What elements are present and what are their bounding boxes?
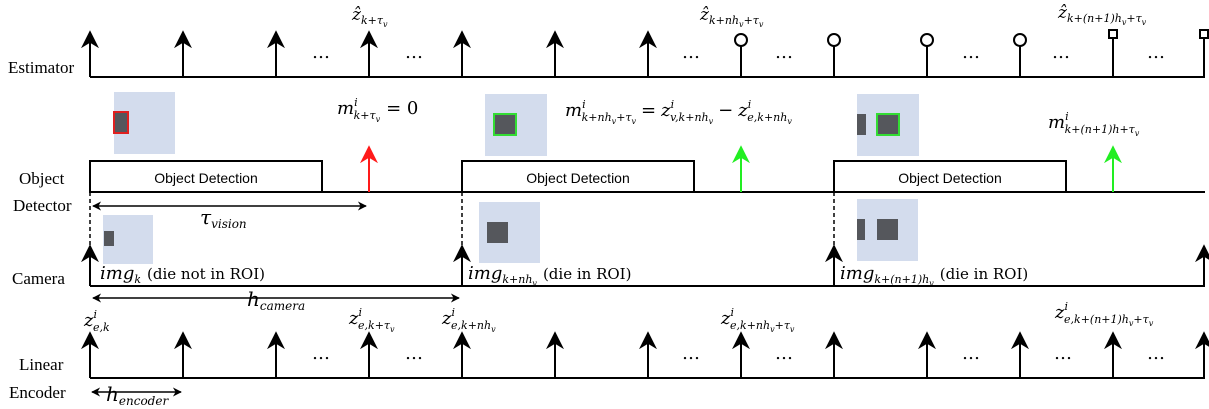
encoder-label-z-e-k: zi e,k (83, 308, 110, 334)
estimator-circle-marker (1013, 33, 1027, 47)
encoder-label-z-e-k-nh: zi e,k+nhv (441, 306, 496, 334)
ellipsis: … (682, 343, 701, 364)
object-detection-label: Object Detection (526, 170, 630, 186)
estimator-timeline: … … … … … … … (81, 29, 1209, 78)
ellipsis: … (1147, 42, 1166, 63)
object-detection-label: Object Detection (898, 170, 1002, 186)
estimator-circle-marker (920, 33, 934, 47)
camera-label-img-k: imgk (die not in ROI) (100, 263, 265, 286)
estimator-label-z-k-n1h-tau: ẑk+(n+1)hv+τv (1057, 3, 1147, 27)
ellipsis: … (962, 343, 981, 364)
die-marker (876, 113, 900, 136)
camera-label-img-k-nh: imgk+nhv(die in ROI) (468, 263, 631, 288)
estimator-label-z-k-nh-tau: ẑk+nhv+τv (699, 5, 764, 29)
encoder-label-z-e-k-n1h-tau: zi e,k+(n+1)hv+τv (1054, 300, 1154, 328)
ellipsis: … (775, 343, 794, 364)
row-label-detector: Detector (13, 196, 72, 215)
ellipsis: … (682, 42, 701, 63)
measurement-label-m-k-tau: mi k+τv= 0 (337, 96, 418, 124)
ellipsis: … (405, 42, 424, 63)
estimator-circle-marker (734, 33, 748, 47)
detector-timeline: Object Detection Object Detection Object… (89, 145, 1205, 193)
ellipsis: … (312, 343, 331, 364)
encoder-label-z-e-k-nh-tau: zi e,k+nhv+τv (720, 306, 795, 334)
row-label-object: Object (19, 169, 65, 188)
encoder-label-z-e-k-tau: zi e,k+τv (348, 306, 395, 334)
measurement-label-m-k-n1h-tau: mi k+(n+1)h+τv (1048, 110, 1140, 138)
ellipsis: … (775, 42, 794, 63)
ellipsis: … (1052, 42, 1071, 63)
die-marker (877, 219, 898, 240)
h-encoder-label: hencoder (106, 382, 169, 408)
estimator-circle-marker (827, 33, 841, 47)
estimator-square-marker (1199, 29, 1209, 39)
object-detection-box (833, 160, 1067, 193)
measurement-label-m-k-nh-tau: mi k+nhv+τv= zi v,k+nhv− zi e,k+nhv (565, 98, 792, 126)
object-detection-box (89, 160, 323, 193)
object-detection-label: Object Detection (154, 170, 258, 186)
row-label-estimator: Estimator (8, 58, 74, 77)
ellipsis: … (1054, 343, 1073, 364)
row-label-camera: Camera (12, 269, 65, 288)
camera-label-img-k-n1h: imgk+(n+1)hv(die in ROI) (840, 263, 1028, 288)
estimator-square-marker (1108, 29, 1118, 39)
ellipsis: … (1147, 343, 1166, 364)
die-marker (104, 231, 114, 246)
object-detection-box (461, 160, 695, 193)
die-marker (857, 219, 865, 240)
roi-thumbnail-miss (113, 92, 175, 154)
roi-thumbnail-hit (857, 94, 919, 156)
camera-frame-thumbnail (479, 202, 540, 263)
die-marker (487, 222, 508, 243)
die-marker (857, 114, 866, 135)
estimator-label-z-k-tau: ẑk+τv (351, 5, 388, 29)
tau-vision-label: τvision (200, 205, 247, 231)
row-label-linear: Linear (19, 355, 64, 374)
encoder-timeline: … … … … … … … (81, 331, 1209, 379)
camera-frame-thumbnail (103, 215, 153, 264)
row-label-encoder: Encoder (9, 383, 66, 402)
camera-frame-thumbnail (857, 199, 918, 261)
ellipsis: … (962, 42, 981, 63)
die-marker (493, 113, 517, 136)
roi-thumbnail-hit (485, 94, 547, 156)
ellipsis: … (405, 343, 424, 364)
camera-timeline (81, 244, 1209, 287)
ellipsis: … (312, 42, 331, 63)
h-camera-label: hcamera (247, 287, 305, 313)
die-marker (113, 111, 129, 134)
